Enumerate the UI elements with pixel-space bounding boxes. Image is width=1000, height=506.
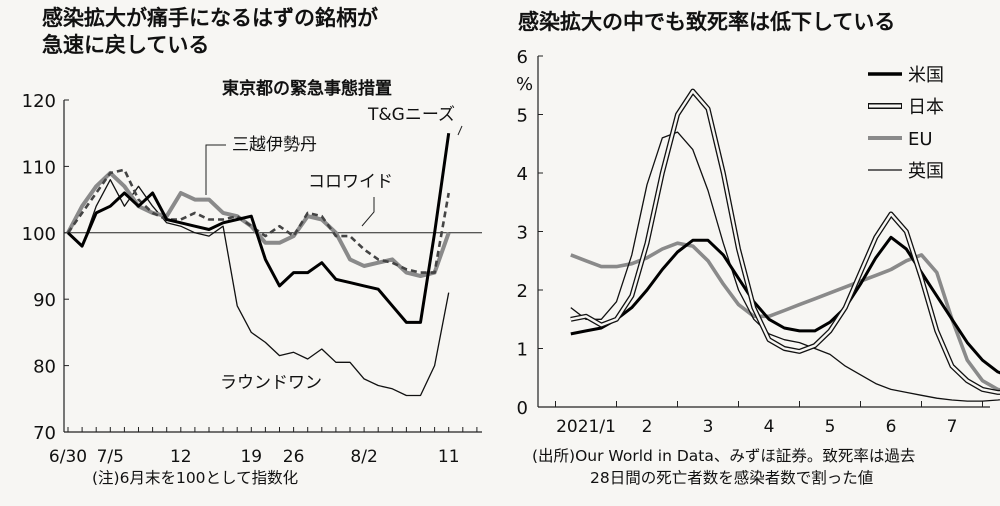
left-series-label-3: ラウンドワン (220, 373, 322, 393)
left-chart-note: (注)6月末を100として指数化 (92, 469, 299, 487)
right-chart-title: 感染拡大の中でも致死率は低下している (518, 10, 896, 34)
right-y-tick-label: 1 (517, 340, 528, 361)
left-x-tick-label: 26 (283, 447, 305, 467)
legend-label-3: 英国 (908, 161, 944, 182)
left-chart-panel: 感染拡大が痛手になるはずの銘柄が 急速に戻している 東京都の緊急事態措置 70 8… (22, 6, 482, 487)
left-series-leader-0 (457, 125, 463, 136)
left-x-tick-label: 6/30 (49, 447, 87, 467)
left-series-label-0: T&Gニーズ (367, 105, 455, 125)
left-x-tick-label: 7/5 (97, 447, 124, 467)
right-x-tick-label: 5 (825, 417, 836, 437)
left-y-tick-label: 90 (33, 290, 56, 311)
legend-label-0: 米国 (908, 65, 944, 86)
right-x-tick-label: 2021/1 (556, 417, 616, 437)
left-x-tick-label: 12 (170, 447, 192, 467)
right-chart-panel: 感染拡大の中でも致死率は低下している 0123456%2021/12345678… (500, 0, 1000, 506)
left-y-tick-label: 70 (33, 423, 56, 444)
legend-label-2: EU (908, 129, 933, 150)
right-y-tick-label: 2 (517, 281, 528, 302)
left-series-leader-2 (361, 197, 375, 227)
right-series-line-3 (570, 131, 1000, 402)
left-y-tick-label: 100 (22, 224, 56, 245)
left-chart-title-line1: 感染拡大が痛手になるはずの銘柄が (42, 6, 378, 30)
right-y-tick-label: 3 (517, 223, 528, 244)
right-series-line-2 (570, 241, 1000, 392)
left-chart-title-line2: 急速に戻している (42, 33, 210, 57)
legend-label-1: 日本 (908, 97, 944, 118)
right-chart-note-line1: (出所)Our World in Data、みずほ証券。致死率は過去 (532, 447, 916, 465)
left-series-label-2: コロワイド (308, 172, 393, 192)
left-line-chart: 70 80 90 100 110 120 6/30 7/5 12 19 26 8/2 11 T&Gニーズ三… (22, 91, 482, 467)
left-chart-subtitle: 東京都の緊急事態措置 (222, 79, 392, 99)
left-series-line-3 (67, 179, 450, 397)
right-series-line-0 (570, 235, 1000, 375)
left-series-leader-1 (205, 144, 226, 195)
left-y-tick-label: 80 (33, 357, 56, 378)
left-x-tick-label: 11 (438, 447, 460, 467)
left-series-label-1: 三越伊勢丹 (232, 135, 317, 155)
right-y-tick-label: 6 (517, 47, 528, 68)
right-y-tick-label: 4 (517, 164, 528, 185)
right-series-line-1-inner (570, 89, 1000, 394)
right-chart-note-line2: 28日間の死亡者数を感染者数で割った値 (590, 469, 874, 487)
left-x-tick-label: 19 (240, 447, 262, 467)
left-y-tick-label: 120 (22, 91, 56, 112)
right-x-tick-label: 7 (947, 417, 958, 437)
left-x-tick-label: 8/2 (350, 447, 377, 467)
left-series-line-2 (66, 168, 450, 274)
left-y-tick-label: 110 (22, 157, 56, 178)
right-x-tick-label: 4 (764, 417, 775, 437)
left-series-line-0 (66, 132, 451, 324)
right-x-tick-label: 3 (703, 417, 714, 437)
right-y-tick-label: 0 (517, 398, 528, 419)
right-y-tick-label: 5 (517, 106, 528, 127)
right-y-unit-label: % (516, 74, 533, 95)
right-x-tick-label: 2 (642, 417, 653, 437)
right-x-tick-label: 6 (886, 417, 897, 437)
